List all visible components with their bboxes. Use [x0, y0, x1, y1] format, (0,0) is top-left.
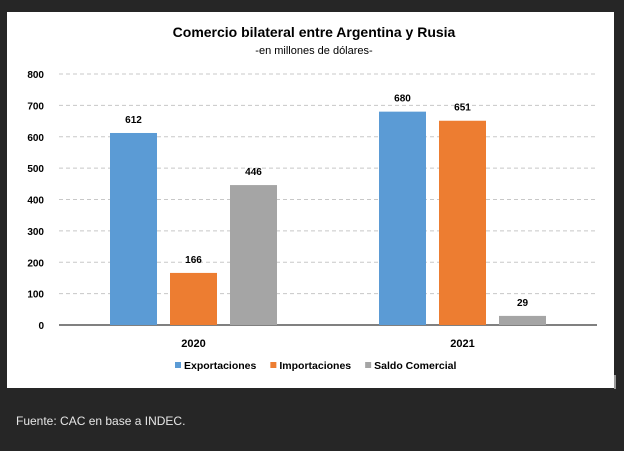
panel-edge [614, 375, 616, 389]
x-tick-label: 2020 [181, 338, 205, 350]
legend-label: Importaciones [279, 360, 351, 372]
y-tick-label: 100 [27, 290, 44, 301]
y-tick-label: 0 [38, 321, 44, 332]
legend-label: Saldo Comercial [374, 360, 456, 372]
bar-chart: Comercio bilateral entre Argentina y Rus… [27, 24, 597, 372]
y-tick-label: 400 [27, 196, 44, 207]
chart-panel: Comercio bilateral entre Argentina y Rus… [7, 12, 614, 388]
data-label: 166 [185, 255, 202, 266]
bar-saldo-comercial-2021 [499, 315, 546, 325]
data-label: 612 [125, 115, 142, 126]
y-tick-label: 500 [27, 164, 44, 175]
data-label: 651 [454, 103, 471, 114]
data-label: 680 [394, 94, 411, 105]
bar-exportaciones-2021 [379, 111, 426, 326]
y-tick-label: 300 [27, 227, 44, 238]
x-tick-label: 2021 [450, 338, 474, 350]
legend-swatch [270, 362, 277, 368]
chart-title: Comercio bilateral entre Argentina y Rus… [173, 24, 456, 40]
bar-exportaciones-2020 [110, 132, 157, 325]
bar-importaciones-2021 [439, 120, 486, 325]
data-label: 29 [517, 298, 529, 309]
y-tick-label: 600 [27, 133, 44, 144]
y-tick-label: 200 [27, 258, 44, 269]
y-tick-label: 700 [27, 101, 44, 112]
legend-swatch [175, 362, 181, 368]
data-label: 446 [245, 167, 262, 178]
y-tick-label: 800 [27, 70, 44, 81]
legend: Exportaciones Importaciones Saldo Comercia… [175, 360, 457, 372]
bar-importaciones-2020 [170, 272, 217, 325]
bar-saldo-comercial-2020 [230, 185, 277, 325]
source-note: Fuente: CAC en base a INDEC. [16, 414, 186, 428]
legend-swatch [365, 362, 372, 368]
legend-label: Exportaciones [184, 360, 257, 372]
chart-subtitle: -en millones de dólares- [255, 45, 373, 57]
